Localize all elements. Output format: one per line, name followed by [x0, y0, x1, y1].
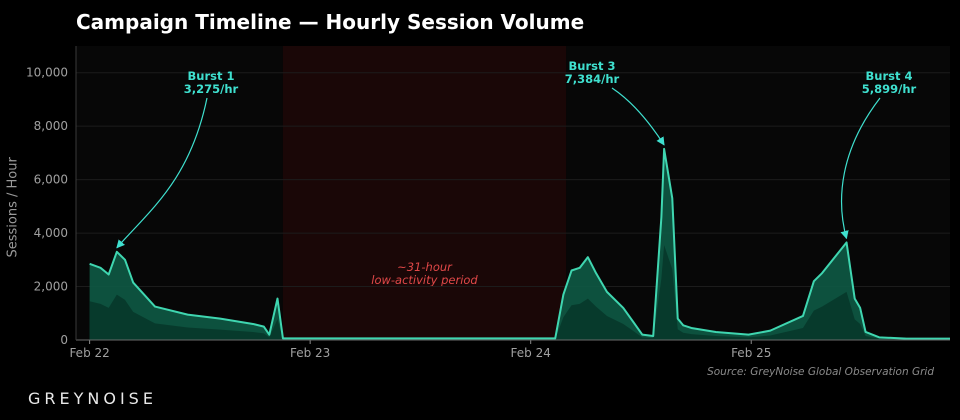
x-tick-label: Feb 23: [290, 346, 330, 360]
annotation-arrow: [840, 97, 881, 240]
session-volume-line: [89, 147, 950, 340]
source-caption: Source: GreyNoise Global Observation Gri…: [707, 366, 934, 378]
chart-title: Campaign Timeline — Hourly Session Volum…: [76, 10, 585, 34]
y-tick-label: 2,000: [34, 280, 68, 294]
annotation-title: Burst 3: [569, 59, 616, 73]
annotation-arrow: [611, 87, 665, 146]
y-tick-label: 4,000: [34, 226, 68, 240]
low-activity-label-line2: low-activity period: [371, 273, 478, 287]
annotation-value: 3,275/hr: [184, 82, 239, 96]
annotation-arrow: [116, 97, 208, 249]
y-tick-label: 0: [60, 333, 68, 347]
x-tick-label: Feb 22: [69, 346, 109, 360]
annotation-title: Burst 4: [866, 69, 913, 83]
x-tick-label: Feb 25: [731, 346, 771, 360]
session-volume-inner-area: [89, 245, 950, 340]
low-activity-label-line1: ~31-hour: [397, 260, 453, 274]
annotation-title: Burst 1: [188, 69, 235, 83]
low-activity-band: [282, 46, 567, 340]
session-volume-area: [89, 148, 950, 340]
greynoise-logo: GREYNOISE: [28, 389, 157, 408]
x-tick-label: Feb 24: [511, 346, 551, 360]
annotation-value: 5,899/hr: [862, 82, 917, 96]
y-tick-label: 10,000: [26, 66, 68, 80]
annotation-value: 7,384/hr: [565, 72, 620, 86]
y-tick-label: 8,000: [34, 119, 68, 133]
y-tick-label: 6,000: [34, 173, 68, 187]
